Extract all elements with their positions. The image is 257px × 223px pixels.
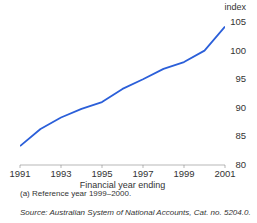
x-tick-label: 2001 <box>214 168 235 179</box>
x-tick-label: 1995 <box>91 168 112 179</box>
y-tick-label: 100 <box>230 45 246 56</box>
x-tick-label: 1993 <box>50 168 71 179</box>
plot-area <box>20 27 225 147</box>
x-tick-label: 1991 <box>9 168 30 179</box>
x-axis-line <box>20 165 225 166</box>
annotation: Source: Australian System of National Ac… <box>20 208 251 217</box>
x-tick-label: 1999 <box>173 168 194 179</box>
y-axis-label: index <box>224 2 246 12</box>
x-tick-label: 1997 <box>132 168 153 179</box>
data-line <box>20 27 225 147</box>
y-tick-label: 95 <box>235 73 246 84</box>
y-tick-label: 80 <box>235 159 246 170</box>
y-tick-label: 85 <box>235 130 246 141</box>
annotation: (a) Reference year 1999–2000. <box>20 189 131 198</box>
chart: 80 85 90 95 100 105 index 1991 1993 1995 1997 1999 2… <box>0 0 257 223</box>
y-tick-label: 90 <box>235 102 246 113</box>
y-tick-label: 105 <box>230 16 246 27</box>
